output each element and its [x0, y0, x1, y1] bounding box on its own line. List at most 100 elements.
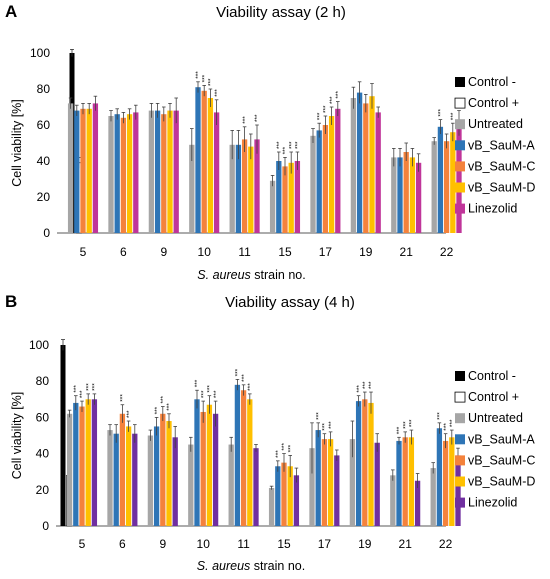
- significance-marker: ***: [160, 395, 167, 403]
- bar-linezolid: [91, 399, 98, 526]
- bar-control-neg: [60, 345, 66, 526]
- legend-label: vB_SauM-D: [468, 181, 535, 195]
- legend-swatch: [455, 371, 465, 381]
- bar-vb-saum-c: [442, 440, 449, 526]
- legend-label: Untreated: [468, 411, 523, 425]
- bar-linezolid: [254, 139, 260, 233]
- legend-label: vB_SauM-D: [468, 475, 535, 489]
- x-tick-label: 19: [358, 537, 372, 551]
- bar-untreated: [108, 116, 114, 233]
- bar-vb-saum-d: [167, 110, 173, 233]
- x-axis-label-rest: strain no.: [250, 559, 305, 573]
- legend-swatch: [455, 434, 465, 445]
- significance-marker: ***: [402, 421, 409, 429]
- bar-untreated: [430, 468, 436, 526]
- significance-marker: ***: [329, 96, 336, 104]
- significance-marker: ***: [275, 450, 282, 458]
- bar-linezolid: [92, 103, 99, 234]
- legend-label: Control +: [468, 96, 519, 110]
- bar-vb-saum-a: [397, 157, 403, 233]
- legend-swatch: [454, 391, 466, 403]
- bar-linezolid: [293, 475, 300, 526]
- chart-panel-b: B Viability assay (4 h) 0 20 40 60 80 100 Cell v…: [5, 292, 535, 573]
- bar-vb-saum-d: [288, 162, 294, 233]
- bar-vb-saum-a: [234, 384, 241, 526]
- x-axis-label-italic: S. aureus: [197, 559, 251, 573]
- y-tick-label: 60: [37, 118, 51, 132]
- legend-swatch: [455, 119, 465, 130]
- bar-vb-saum-a: [355, 401, 362, 526]
- panel-letter: B: [5, 292, 17, 311]
- significance-marker: ***: [73, 385, 80, 393]
- x-axis-label-rest: strain no.: [251, 268, 306, 282]
- x-tick-label: 5: [80, 245, 87, 259]
- bar-linezolid: [414, 480, 421, 526]
- bar-linezolid: [294, 161, 301, 233]
- bar-vb-saum-a: [194, 399, 200, 526]
- significance-marker: ***: [368, 381, 375, 389]
- x-axis-label-italic: S. aureus: [197, 268, 251, 282]
- significance-marker: ***: [126, 410, 133, 418]
- significance-marker: ***: [120, 394, 127, 402]
- bar-vb-saum-d: [408, 437, 415, 526]
- bar-linezolid: [212, 413, 219, 526]
- legend-label: Linezolid: [468, 202, 517, 216]
- significance-marker: ***: [322, 423, 329, 431]
- significance-marker: ***: [241, 374, 248, 382]
- bar-vb-saum-a: [275, 466, 281, 526]
- significance-marker: ***: [79, 390, 86, 398]
- y-tick-label: 40: [36, 447, 50, 461]
- bar-linezolid: [375, 112, 381, 233]
- y-tick-label: 80: [36, 374, 50, 388]
- bar-untreated: [309, 448, 315, 526]
- significance-marker: ***: [443, 423, 450, 431]
- y-tick-label: 100: [30, 46, 50, 60]
- bar-vb-saum-c: [200, 411, 206, 526]
- y-tick-label: 60: [36, 410, 50, 424]
- bar-untreated: [148, 110, 155, 233]
- significance-marker: ***: [328, 421, 335, 429]
- bar-vb-saum-c: [241, 139, 248, 233]
- legend-label: Control -: [468, 75, 516, 89]
- bar-linezolid: [173, 110, 179, 233]
- significance-marker: ***: [287, 444, 294, 452]
- significance-marker: ***: [449, 419, 456, 427]
- bar-vb-saum-a: [316, 130, 322, 233]
- bar-vb-saum-a: [235, 144, 242, 233]
- bar-linezolid: [374, 442, 380, 526]
- bar-vb-saum-d: [368, 402, 374, 526]
- x-tick-label: 22: [440, 245, 454, 259]
- bar-vb-saum-d: [327, 439, 334, 526]
- significance-marker: ***: [166, 403, 173, 411]
- legend-swatch: [455, 77, 465, 87]
- bar-vb-saum-d: [86, 108, 92, 233]
- bar-untreated: [350, 98, 357, 233]
- chart-title: Viability assay (2 h): [216, 4, 346, 21]
- y-axis-label: Cell viability [%]: [10, 99, 24, 187]
- y-tick-label: 0: [43, 226, 50, 240]
- significance-marker: ***: [208, 78, 215, 86]
- bar-untreated: [268, 487, 275, 526]
- x-tick-label: 15: [278, 245, 292, 259]
- significance-marker: ***: [281, 443, 288, 451]
- significance-marker: ***: [323, 105, 330, 113]
- bar-vb-saum-c: [120, 117, 127, 233]
- y-axis-label: Cell viability [%]: [10, 392, 24, 480]
- significance-marker: ***: [316, 112, 323, 120]
- legend-label: Linezolid: [468, 496, 517, 510]
- bar-vb-saum-c: [321, 439, 328, 526]
- significance-marker: ***: [396, 426, 403, 434]
- significance-marker: ***: [207, 385, 214, 393]
- bar-linezolid: [455, 455, 461, 526]
- y-tick-label: 40: [37, 154, 51, 168]
- bar-linezolid: [335, 108, 341, 233]
- legend-swatch: [454, 97, 466, 109]
- bar-vb-saum-a: [437, 126, 444, 233]
- bar-vb-saum-a: [396, 440, 402, 526]
- bar-vb-saum-d: [166, 421, 172, 526]
- y-tick-label: 0: [42, 519, 49, 533]
- x-tick-label: 11: [237, 537, 250, 551]
- legend-label: Control +: [468, 390, 519, 404]
- significance-marker: ***: [85, 383, 92, 391]
- bar-vb-saum-a: [74, 110, 80, 233]
